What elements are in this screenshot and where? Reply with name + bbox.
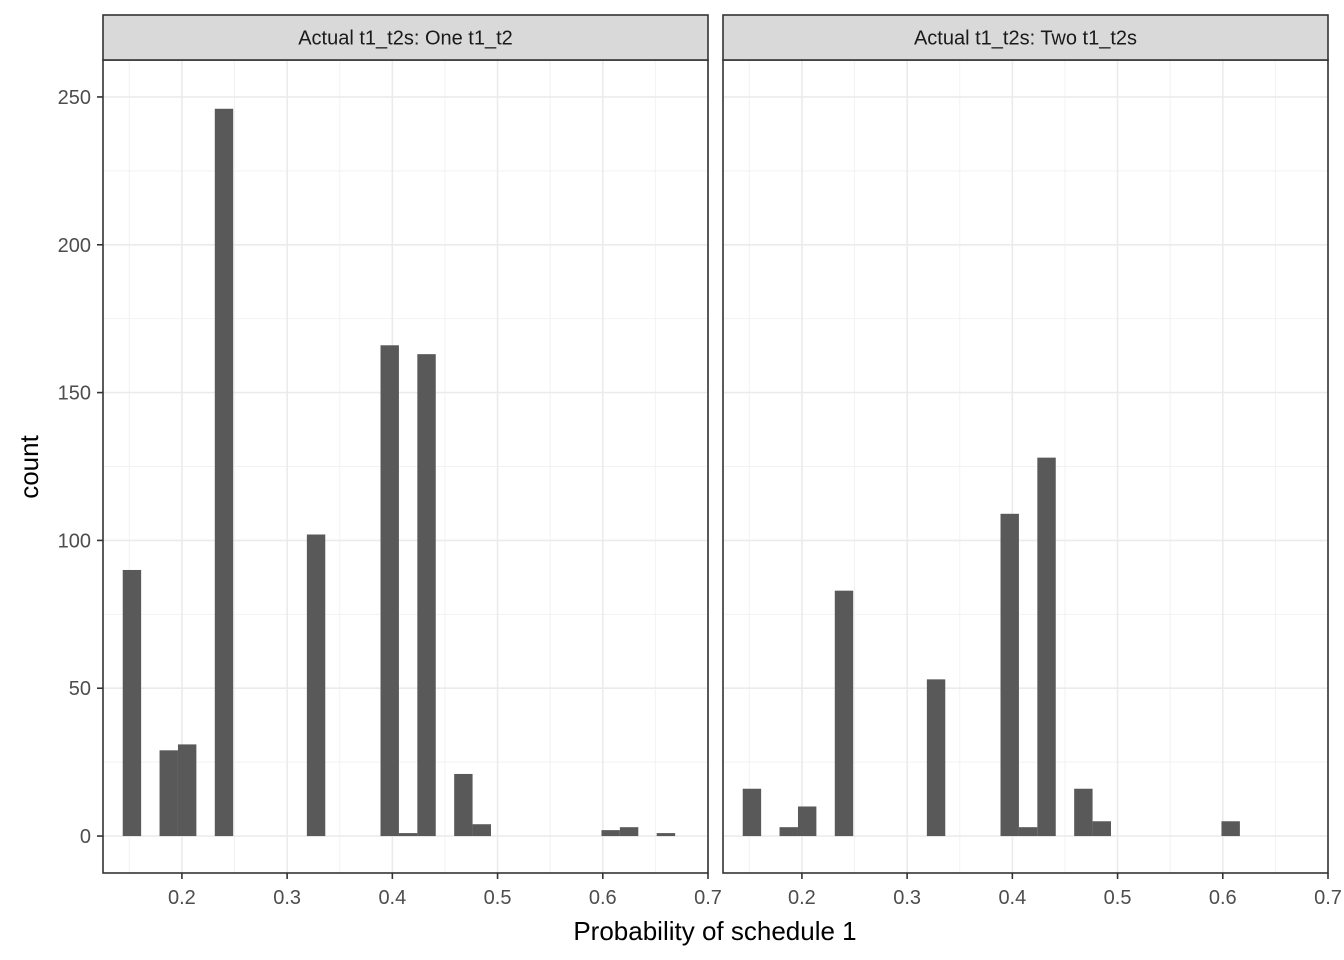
x-tick-label: 0.4 — [998, 887, 1026, 909]
x-tick-label: 0.3 — [893, 887, 921, 909]
histogram-bar — [1092, 821, 1111, 837]
histogram-bar — [380, 345, 399, 837]
histogram-bar — [601, 830, 620, 837]
histogram-bar — [1074, 788, 1093, 837]
histogram-bar — [619, 827, 639, 837]
y-tick-label: 200 — [58, 235, 91, 257]
x-tick-label: 0.7 — [694, 887, 722, 909]
histogram-bar — [122, 569, 142, 837]
x-tick-label: 0.2 — [788, 887, 816, 909]
x-tick-label: 0.5 — [1104, 887, 1132, 909]
histogram-bar — [656, 833, 676, 837]
facet-strip-label: Actual t1_t2s: One t1_t2 — [298, 28, 513, 50]
x-tick-label: 0.7 — [1314, 887, 1342, 909]
y-tick-label: 50 — [69, 678, 91, 700]
histogram-bar — [398, 833, 418, 837]
x-tick-label: 0.2 — [168, 887, 196, 909]
histogram-bar — [797, 806, 817, 837]
facet-strip-label: Actual t1_t2s: Two t1_t2s — [914, 28, 1137, 50]
histogram-bar — [417, 354, 436, 837]
histogram-bar — [472, 824, 491, 837]
histogram-bar — [926, 679, 946, 837]
histogram-bar — [1221, 821, 1240, 837]
y-tick-label: 0 — [80, 826, 91, 848]
histogram-bar — [834, 590, 854, 837]
histogram-bar — [214, 108, 234, 837]
histogram-bar — [779, 827, 798, 837]
histogram-bar — [742, 788, 762, 837]
y-tick-label: 150 — [58, 383, 91, 405]
histogram-bar — [1018, 827, 1038, 837]
histogram-bar — [454, 773, 473, 837]
histogram-bar — [1037, 457, 1056, 837]
x-tick-label: 0.6 — [589, 887, 617, 909]
x-axis-title: Probability of schedule 1 — [573, 916, 856, 946]
x-tick-label: 0.5 — [484, 887, 512, 909]
y-axis-title: count — [14, 434, 44, 498]
y-tick-label: 250 — [58, 87, 91, 109]
panel-1: Actual t1_t2s: One t1_t2 0.2 0.3 0.4 0.5 0.6 0… — [58, 14, 722, 909]
histogram-bar — [159, 750, 178, 837]
facet-strip — [102, 14, 709, 61]
x-tick-label: 0.4 — [378, 887, 406, 909]
histogram-bar — [177, 744, 197, 837]
histogram-bar — [306, 534, 326, 837]
x-tick-label: 0.3 — [273, 887, 301, 909]
panel-2: Actual t1_t2s: Two t1_t2s 0.2 0.3 0.4 0.5 0.6… — [722, 14, 1342, 909]
x-tick-label: 0.6 — [1209, 887, 1237, 909]
y-tick-label: 100 — [58, 530, 91, 552]
histogram-bar — [1000, 513, 1019, 837]
facet-strip — [722, 14, 1329, 61]
